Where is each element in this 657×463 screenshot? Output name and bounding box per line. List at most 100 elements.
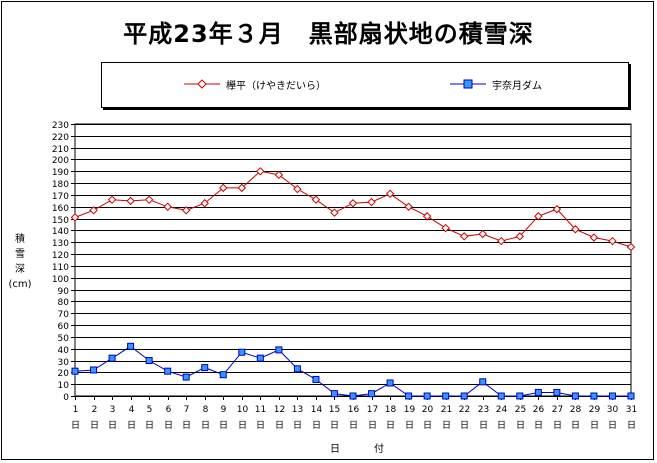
x-tick-day-suffix: 日 (571, 420, 580, 431)
data-point-series-2 (534, 388, 542, 396)
x-tick-label: 28 (570, 405, 582, 415)
x-tick-day-suffix: 日 (71, 420, 80, 431)
x-tick-label: 20 (422, 405, 434, 415)
x-tick-day-suffix: 日 (182, 420, 191, 431)
x-tick-label: 24 (496, 405, 508, 415)
y-tick-label: 170 (52, 192, 69, 202)
x-tick-day-suffix: 日 (423, 420, 432, 431)
y-tick-label: 60 (58, 322, 70, 332)
legend: 欅平（けやきだいら） 宇奈月ダム (101, 62, 629, 108)
data-point-series-2 (460, 392, 468, 400)
y-tick-label: 20 (58, 369, 70, 379)
data-point-series-1 (274, 170, 284, 180)
y-axis-label-char-1: 積 (15, 234, 25, 245)
x-tick-day-suffix: 日 (627, 420, 636, 431)
data-point-series-1 (200, 199, 209, 208)
x-tick-day-suffix: 日 (497, 420, 506, 431)
x-tick-day-suffix: 日 (127, 420, 136, 431)
legend-item-keyakidaira: 欅平（けやきだいら） (184, 76, 326, 92)
data-point-series-1 (497, 236, 506, 246)
x-tick-day-suffix: 日 (90, 420, 99, 431)
data-point-series-2 (182, 373, 190, 381)
y-tick-label: 90 (58, 287, 70, 297)
y-tick-label: 80 (58, 298, 70, 308)
y-tick-label: 150 (52, 216, 69, 226)
data-point-series-2 (386, 379, 394, 387)
data-point-series-1 (70, 213, 80, 222)
x-tick-label: 12 (274, 405, 285, 415)
x-tick-label: 1 (73, 405, 79, 415)
y-tick-label: 190 (52, 168, 69, 178)
data-point-series-2 (219, 371, 227, 379)
x-tick-day-suffix: 日 (275, 420, 284, 431)
x-tick-day-suffix: 日 (219, 420, 228, 431)
data-point-series-2 (256, 354, 264, 362)
x-tick-label: 31 (626, 405, 637, 415)
data-point-series-2 (571, 392, 579, 400)
x-tick-day-suffix: 日 (534, 420, 543, 431)
data-point-series-1 (515, 232, 525, 241)
data-point-series-1 (293, 184, 302, 194)
x-tick-label: 23 (478, 405, 489, 415)
data-point-series-1 (126, 196, 135, 206)
data-point-series-1 (441, 223, 450, 233)
y-tick-label: 70 (58, 310, 70, 320)
data-point-series-2 (145, 357, 153, 365)
data-point-series-1 (348, 199, 358, 208)
data-point-series-1 (163, 202, 172, 211)
x-tick-label: 21 (441, 405, 452, 415)
y-tick-label: 220 (52, 133, 69, 143)
data-point-series-2 (627, 392, 635, 400)
legend-label-keyakidaira: 欅平（けやきだいら） (226, 80, 326, 92)
data-point-series-2 (368, 390, 376, 398)
data-point-series-1 (367, 197, 376, 207)
data-point-series-2 (164, 367, 172, 375)
data-point-series-1 (571, 225, 580, 234)
data-point-series-2 (479, 378, 487, 386)
x-tick-day-suffix: 日 (238, 420, 247, 431)
data-point-series-2 (71, 367, 79, 375)
data-point-series-2 (312, 375, 320, 383)
data-point-series-1 (144, 195, 154, 204)
data-point-series-2 (238, 348, 246, 356)
data-point-series-1 (237, 183, 247, 193)
data-point-series-1 (219, 183, 228, 193)
x-tick-label: 5 (147, 405, 153, 415)
chart-title: 平成23年３月 黒部扇状地の積雪深 (123, 20, 534, 48)
y-axis-label-char-2: 雪 (15, 249, 25, 260)
data-point-series-2 (293, 365, 301, 373)
data-point-series-1 (552, 204, 562, 214)
data-point-series-2 (590, 392, 598, 400)
y-axis-label: 積 雪 深 (cm) (6, 232, 34, 292)
data-point-series-2 (423, 392, 431, 400)
y-tick-label: 130 (52, 239, 69, 249)
x-tick-day-suffix: 日 (312, 420, 321, 431)
legend-marker-keyakidaira (184, 79, 220, 89)
x-tick-day-suffix: 日 (145, 420, 154, 431)
x-tick-label: 29 (589, 405, 601, 415)
data-point-series-1 (459, 232, 469, 241)
x-tick-label: 13 (292, 405, 303, 415)
y-tick-label: 50 (58, 334, 70, 344)
data-point-series-1 (107, 195, 117, 204)
x-tick-day-suffix: 日 (442, 420, 451, 431)
data-point-series-2 (201, 364, 209, 372)
x-tick-label: 4 (129, 405, 135, 415)
x-tick-label: 7 (184, 405, 190, 415)
y-tick-label: 140 (52, 227, 69, 237)
data-point-series-2 (405, 392, 413, 400)
y-tick-label: 40 (58, 346, 70, 356)
data-point-series-1 (589, 233, 599, 242)
x-tick-label: 14 (311, 405, 323, 415)
x-tick-label: 6 (166, 405, 172, 415)
x-tick-day-suffix: 日 (256, 420, 265, 431)
x-tick-label: 26 (533, 405, 545, 415)
legend-label-unazuki-dam: 宇奈月ダム (492, 80, 542, 92)
data-point-series-2 (127, 342, 135, 350)
x-tick-day-suffix: 日 (386, 420, 395, 431)
data-point-series-2 (275, 346, 283, 354)
y-tick-label: 10 (58, 381, 70, 391)
x-tick-label: 18 (385, 405, 397, 415)
y-axis-label-char-3: 深 (15, 264, 25, 275)
